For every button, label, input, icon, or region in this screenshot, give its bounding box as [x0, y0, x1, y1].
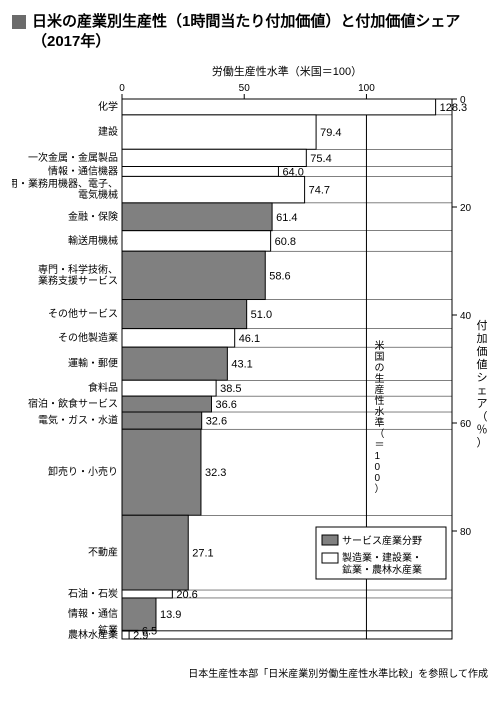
reference-line-label: （ — [374, 428, 384, 440]
bar-3 — [122, 167, 278, 177]
reference-line-label: ＝ — [374, 440, 384, 451]
bar-value-label: 36.6 — [215, 399, 236, 411]
chart-container: 労働生産性水準（米国＝100）050100020406080付加価値シェア（％）… — [12, 59, 488, 659]
bar-value-label: 32.3 — [205, 467, 226, 479]
category-label: 情報・通信機器 — [48, 164, 118, 177]
y2-axis-title: ％ — [477, 424, 488, 436]
legend-swatch-manufacturing — [322, 553, 338, 563]
legend-label-manufacturing-2: 鉱業・農林水産業 — [342, 563, 422, 576]
bar-13 — [122, 412, 202, 429]
category-label: 一次金属・金属製品 — [28, 151, 118, 164]
category-label: 化学 — [98, 100, 118, 113]
bar-value-label: 2.9 — [133, 630, 148, 642]
bar-value-label: 75.4 — [310, 153, 331, 165]
reference-line-label: 0 — [374, 462, 380, 473]
y2-axis-title: ） — [477, 436, 488, 449]
chart-title: 日米の産業別生産性（1時間当たり付加価値）と付加価値シェア（2017年） — [32, 12, 488, 51]
category-label: 専門・科学技術、 — [38, 263, 118, 276]
bar-9 — [122, 329, 235, 348]
y2-axis-title: ェ — [477, 385, 488, 397]
category-label: 農林水産業 — [68, 628, 118, 641]
bar-0 — [122, 99, 436, 115]
y2-axis-title: 価 — [477, 345, 488, 358]
bar-value-label: 46.1 — [239, 333, 260, 345]
bar-19 — [122, 631, 129, 639]
y2-axis-title: 加 — [477, 332, 488, 345]
bar-15 — [122, 515, 188, 590]
source-caption: 日本生産性本部「日米産業別労働生産性水準比較」を参照して作成 — [12, 665, 488, 680]
bar-2 — [122, 149, 306, 166]
legend-swatch-service — [322, 535, 338, 545]
category-label: その他製造業 — [58, 331, 118, 344]
bar-10 — [122, 347, 227, 380]
x-tick-label: 0 — [119, 83, 125, 94]
reference-line-label: 産 — [374, 383, 384, 396]
category-label: 情報・通信 — [68, 607, 118, 620]
y2-axis-title: 付 — [477, 319, 488, 332]
chart-title-row: 日米の産業別生産性（1時間当たり付加価値）と付加価値シェア（2017年） — [12, 12, 488, 51]
y2-axis-title: ア — [477, 398, 488, 410]
bar-value-label: 27.1 — [192, 548, 213, 560]
bar-4 — [122, 176, 305, 202]
reference-line-label: 国 — [374, 351, 384, 363]
bar-14 — [122, 429, 201, 515]
reference-line-label: 米 — [374, 339, 384, 352]
reference-line-label: ） — [374, 483, 384, 495]
bar-value-label: 60.8 — [275, 236, 296, 248]
reference-line-label: の — [374, 363, 384, 374]
bar-6 — [122, 231, 271, 252]
y2-tick-label: 40 — [460, 311, 472, 322]
bar-value-label: 79.4 — [320, 127, 341, 139]
category-label: 宿泊・飲食サービス — [28, 397, 118, 410]
category-label: 石油・石炭 — [68, 587, 118, 600]
y2-tick-label: 80 — [460, 527, 472, 538]
title-marker — [12, 15, 26, 29]
category-label: その他サービス — [48, 307, 118, 320]
reference-line-label: 0 — [374, 473, 380, 484]
bar-7 — [122, 251, 265, 299]
category-label: 食料品 — [88, 381, 118, 394]
bar-1 — [122, 115, 316, 149]
bar-value-label: 128.3 — [440, 102, 468, 114]
y2-tick-label: 60 — [460, 419, 472, 430]
reference-line-label: 準 — [374, 416, 384, 429]
legend-label-manufacturing: 製造業・建設業・ — [342, 551, 422, 564]
y2-axis-title: シ — [477, 372, 488, 384]
bar-value-label: 38.5 — [220, 383, 241, 395]
category-label: 金融・保険 — [68, 210, 118, 223]
y2-axis-title: 値 — [477, 358, 488, 371]
category-label: 輸送用機械 — [68, 234, 118, 247]
category-label: はん用・生産用・業務用機器、電子、 — [12, 177, 118, 190]
bar-16 — [122, 590, 172, 598]
category-label: 業務支援サービス — [38, 274, 118, 287]
bar-value-label: 74.7 — [309, 185, 330, 197]
bar-value-label: 51.0 — [251, 309, 272, 321]
bar-value-label: 32.6 — [206, 416, 227, 428]
x-axis-title: 労働生産性水準（米国＝100） — [212, 64, 362, 78]
y2-tick-label: 20 — [460, 203, 472, 214]
category-label: 運輸・郵便 — [68, 357, 118, 370]
legend-label-service: サービス産業分野 — [342, 534, 422, 547]
x-tick-label: 50 — [239, 83, 251, 94]
bar-value-label: 61.4 — [276, 212, 297, 224]
category-label: 卸売り・小売り — [48, 465, 118, 478]
category-label: 不動産 — [88, 546, 118, 559]
x-tick-label: 100 — [358, 83, 375, 94]
bar-value-label: 20.6 — [176, 589, 197, 601]
bar-12 — [122, 396, 211, 412]
bar-value-label: 43.1 — [231, 359, 252, 371]
category-label: 建設 — [98, 125, 118, 138]
bar-5 — [122, 203, 272, 231]
reference-line-label: 1 — [374, 451, 380, 462]
reference-line-label: 生 — [374, 372, 384, 385]
y2-axis-title: （ — [477, 410, 488, 423]
bar-11 — [122, 380, 216, 396]
category-label: 電気・ガス・水道 — [38, 414, 118, 427]
productivity-bar-chart: 労働生産性水準（米国＝100）050100020406080付加価値シェア（％）… — [12, 59, 488, 659]
bar-8 — [122, 300, 247, 329]
category-label: 電気機械 — [78, 188, 118, 201]
bar-value-label: 13.9 — [160, 609, 181, 621]
bar-value-label: 58.6 — [269, 270, 290, 282]
